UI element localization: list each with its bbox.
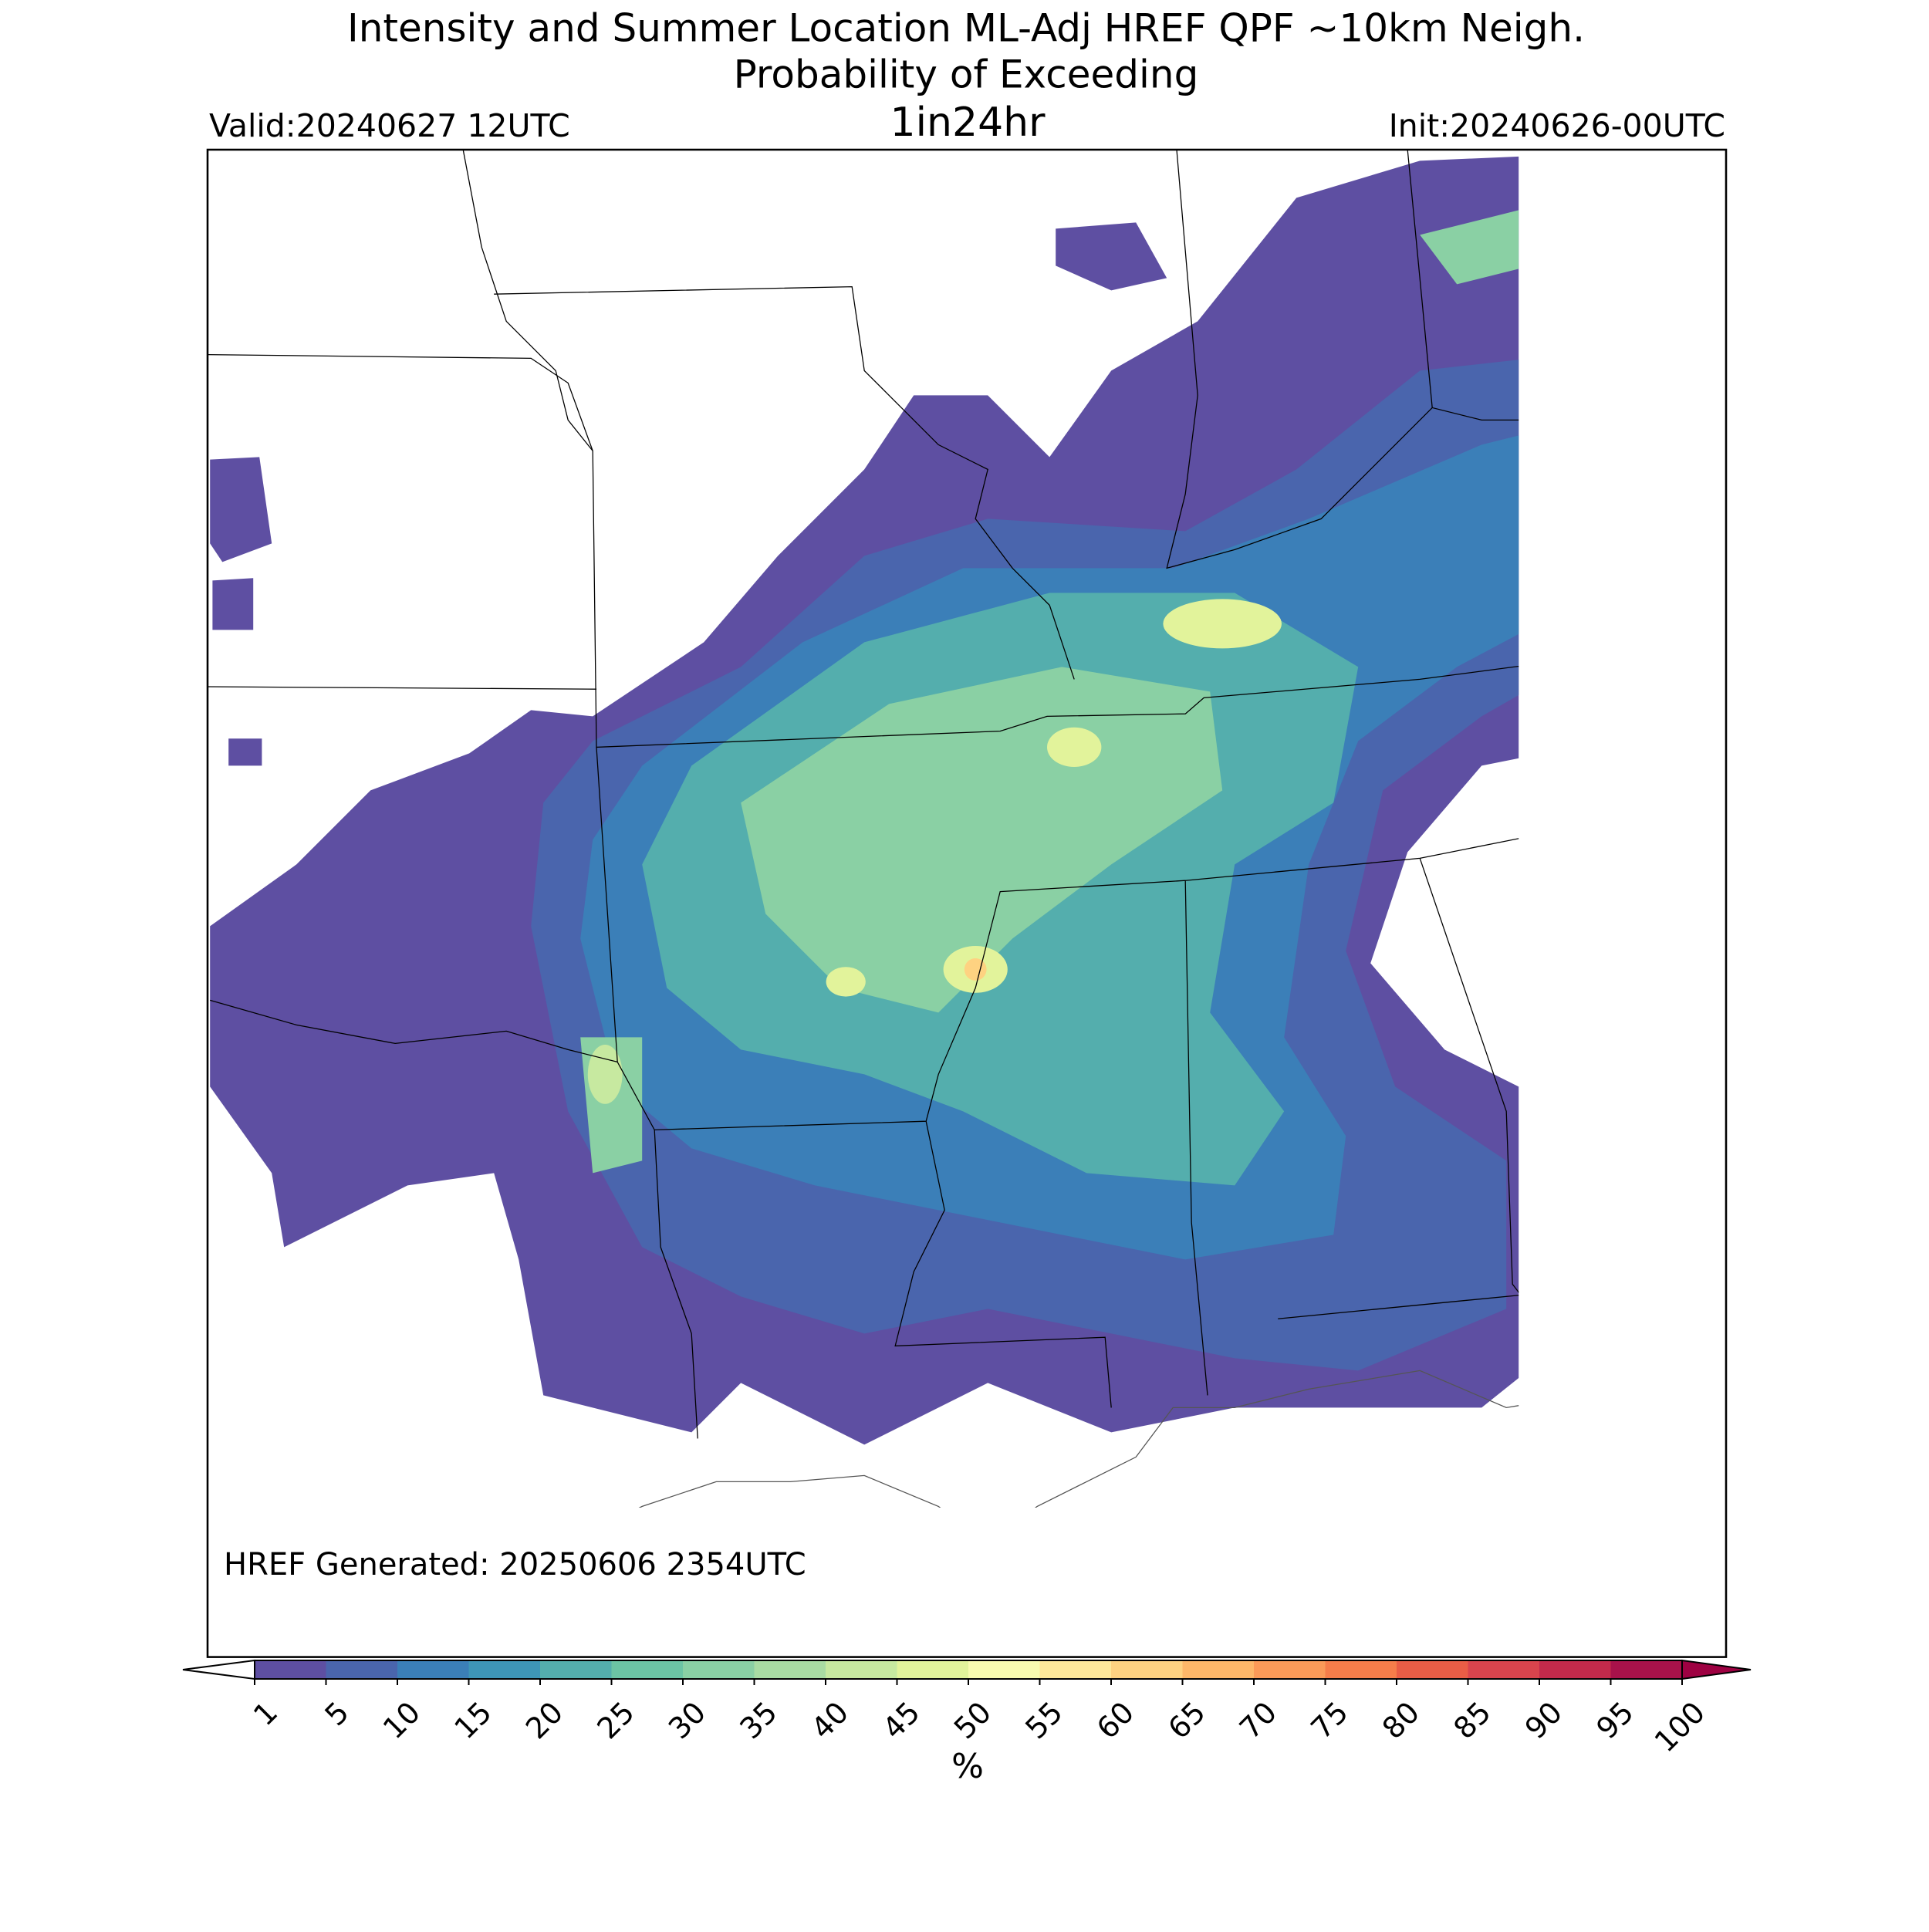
valid-time: Valid:20240627 12UTC	[209, 107, 570, 144]
colorbar-segment	[326, 1660, 398, 1679]
colorbar-tick-label: 15	[448, 1695, 498, 1745]
colorbar-tick-label: 60	[1090, 1695, 1140, 1745]
colorbar-tick-label: 1	[247, 1695, 284, 1732]
colorbar-tick-label: 75	[1304, 1695, 1354, 1745]
colorbar-tick-label: 10	[377, 1695, 427, 1745]
colorbar-segment	[1610, 1660, 1683, 1679]
threshold: 1in24hr	[890, 100, 1046, 146]
colorbar-tick-label: 65	[1161, 1695, 1211, 1745]
colorbar-tick-label: 5	[318, 1695, 355, 1732]
map	[206, 148, 1728, 1658]
colorbar-tick-label: 100	[1648, 1695, 1711, 1758]
boundaries	[207, 149, 1519, 1508]
colorbar-segment	[826, 1660, 897, 1679]
colorbar-over	[1681, 1659, 1752, 1680]
colorbar-tick-label: 55	[1019, 1695, 1069, 1745]
colorbar-segment	[1397, 1660, 1468, 1679]
generated-note: HREF Generated: 20250606 2354UTC	[224, 1547, 806, 1582]
map-layers	[207, 149, 1519, 1508]
colorbar-tick-label: 85	[1447, 1695, 1497, 1745]
colorbar-segment	[897, 1660, 969, 1679]
colorbar-under	[182, 1659, 255, 1680]
colorbar-segment	[683, 1660, 755, 1679]
colorbar-tick-label: 95	[1589, 1695, 1640, 1745]
colorbar-tick-label: 50	[948, 1695, 998, 1745]
colorbar-segment	[397, 1660, 469, 1679]
colorbar-segment	[540, 1660, 612, 1679]
colorbar-tick-label: 90	[1519, 1695, 1569, 1745]
subtitle: Probability of Exceeding	[734, 52, 1199, 97]
title: Intensity and Summer Location ML-Adj HRE…	[347, 6, 1585, 51]
colorbar-tick-label: 45	[876, 1695, 926, 1745]
colorbar-segment	[1182, 1660, 1255, 1679]
colorbar-segment	[754, 1660, 826, 1679]
init-time: Init:20240626-00UTC	[1389, 107, 1725, 144]
colorbar-segment	[255, 1660, 326, 1679]
colorbar-segment	[611, 1660, 684, 1679]
colorbar-segment	[1468, 1660, 1540, 1679]
colorbar-segment	[968, 1660, 1040, 1679]
colorbar-tick-label: 40	[805, 1695, 855, 1745]
precip-45	[1163, 599, 1282, 649]
precip-40	[587, 1045, 623, 1104]
colorbar-segment	[1111, 1660, 1183, 1679]
colorbar-tick-label: 70	[1233, 1695, 1283, 1745]
precip-45	[826, 967, 866, 997]
colorbar-tick-label: 20	[519, 1695, 569, 1745]
colorbar-segment	[1539, 1660, 1611, 1679]
precip-45	[1047, 727, 1102, 767]
map-frame	[206, 148, 1728, 1658]
colorbar-tick-label: 30	[662, 1695, 712, 1745]
colorbar-segment	[1254, 1660, 1326, 1679]
precip-60	[964, 958, 987, 981]
precip-field	[210, 156, 1519, 1445]
colorbar: 1 5 10 15 20 25 30 35 40 45 50 55 60 65 70 75 80 85 90 95 10…	[182, 1659, 1752, 1758]
colorbar-segment	[1325, 1660, 1397, 1679]
colorbar-label: %	[951, 1747, 984, 1786]
colorbar-segment	[1039, 1660, 1112, 1679]
colorbar-tick-label: 80	[1376, 1695, 1426, 1745]
colorbar-tick-label: 25	[590, 1695, 640, 1745]
colorbar-tick-label: 35	[733, 1695, 783, 1745]
colorbar-segment	[468, 1660, 541, 1679]
precip-30	[580, 210, 1519, 1174]
